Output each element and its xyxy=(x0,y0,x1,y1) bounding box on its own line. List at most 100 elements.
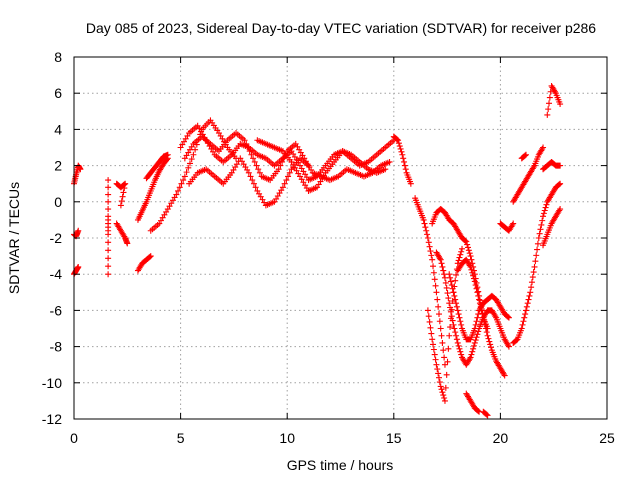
data-point xyxy=(446,271,453,278)
data-point xyxy=(454,339,461,346)
data-point-interp xyxy=(105,198,112,205)
data-point xyxy=(386,158,393,165)
data-point-interp xyxy=(425,239,432,246)
data-point-interp xyxy=(478,307,485,314)
data-point-interp xyxy=(541,207,548,214)
data-point-interp xyxy=(253,162,260,169)
data-point-interp xyxy=(474,331,481,338)
data-point-interp xyxy=(468,256,475,263)
data-point-interp xyxy=(524,300,531,307)
data-point xyxy=(241,137,248,144)
data-point xyxy=(424,307,431,314)
series-arc24 xyxy=(497,220,517,234)
data-point-interp xyxy=(444,290,451,297)
data-point xyxy=(437,256,444,263)
data-point-interp xyxy=(186,160,193,167)
series-arc1 xyxy=(71,162,84,187)
data-point xyxy=(459,245,466,252)
data-point-interp xyxy=(434,366,441,373)
data-point-interp xyxy=(451,325,458,332)
data-point-interp xyxy=(473,285,480,292)
data-point xyxy=(279,184,286,191)
data-point-interp xyxy=(453,336,460,343)
series-arc26 xyxy=(510,144,547,205)
data-point-interp xyxy=(534,240,541,247)
data-point-interp xyxy=(475,328,482,335)
data-point-interp xyxy=(469,348,476,355)
data-point xyxy=(105,271,112,278)
data-point-interp xyxy=(486,338,493,345)
data-point-interp xyxy=(475,292,482,299)
data-point xyxy=(245,169,252,176)
data-point-interp xyxy=(183,169,190,176)
data-point-interp xyxy=(438,332,445,339)
data-point-interp xyxy=(397,145,404,152)
data-point-interp xyxy=(185,164,192,171)
data-point-interp xyxy=(428,330,435,337)
data-point-interp xyxy=(447,278,454,285)
data-point-interp xyxy=(436,318,443,325)
data-point-interp xyxy=(457,251,464,258)
y-tick-label: -10 xyxy=(42,375,62,391)
y-tick-label: 2 xyxy=(54,158,62,174)
data-point xyxy=(250,155,257,162)
series-arc17 xyxy=(424,245,466,404)
data-point-interp xyxy=(441,354,448,361)
series-arc23 xyxy=(480,408,491,419)
data-point-interp xyxy=(438,386,445,393)
data-point-interp xyxy=(505,313,512,320)
data-point-interp xyxy=(470,345,477,352)
data-point xyxy=(164,151,171,158)
data-point-interp xyxy=(244,144,251,151)
data-point-interp xyxy=(277,162,284,169)
y-tick-label: 6 xyxy=(54,85,62,101)
data-point-interp xyxy=(434,296,441,303)
data-point-interp xyxy=(105,191,112,198)
data-point-interp xyxy=(396,143,403,150)
data-point-interp xyxy=(119,193,126,200)
data-point-interp xyxy=(540,210,547,217)
data-point-interp xyxy=(431,276,438,283)
data-point xyxy=(522,151,529,158)
series-arc4 xyxy=(105,177,112,278)
data-point-interp xyxy=(430,341,437,348)
data-point xyxy=(275,166,282,173)
series-arc29 xyxy=(540,206,564,249)
series-arc2 xyxy=(71,227,82,240)
data-point-interp xyxy=(435,370,442,377)
data-point xyxy=(476,296,483,303)
data-point-interp xyxy=(468,351,475,358)
data-point-interp xyxy=(473,318,480,325)
series-arc10 xyxy=(143,151,171,182)
data-point xyxy=(433,361,440,368)
series-arc13 xyxy=(186,155,312,209)
data-point-interp xyxy=(105,255,112,262)
series-arc7 xyxy=(134,155,171,223)
data-point-interp xyxy=(105,263,112,270)
data-point xyxy=(471,325,478,332)
data-point-interp xyxy=(436,255,443,262)
data-point-interp xyxy=(255,166,262,173)
data-point-interp xyxy=(248,151,255,158)
data-point-interp xyxy=(281,180,288,187)
data-point xyxy=(424,235,431,241)
data-point-interp xyxy=(398,148,405,155)
data-point-interp xyxy=(121,185,128,192)
data-point-interp xyxy=(395,140,402,147)
data-point-interp xyxy=(432,356,439,363)
data-point xyxy=(557,162,564,169)
data-point-interp xyxy=(468,266,475,273)
series-arc14 xyxy=(254,137,389,194)
data-point-interp xyxy=(426,243,433,250)
data-point-interp xyxy=(243,140,250,147)
data-point-interp xyxy=(452,329,459,336)
data-point-interp xyxy=(452,277,459,284)
data-point xyxy=(305,162,312,169)
data-point-interp xyxy=(283,177,290,184)
data-point xyxy=(147,253,154,260)
x-axis-label: GPS time / hours xyxy=(287,457,394,473)
data-point-interp xyxy=(438,260,445,267)
data-point-interp xyxy=(475,408,482,415)
data-point-interp xyxy=(474,289,481,296)
data-point-interp xyxy=(451,292,458,299)
